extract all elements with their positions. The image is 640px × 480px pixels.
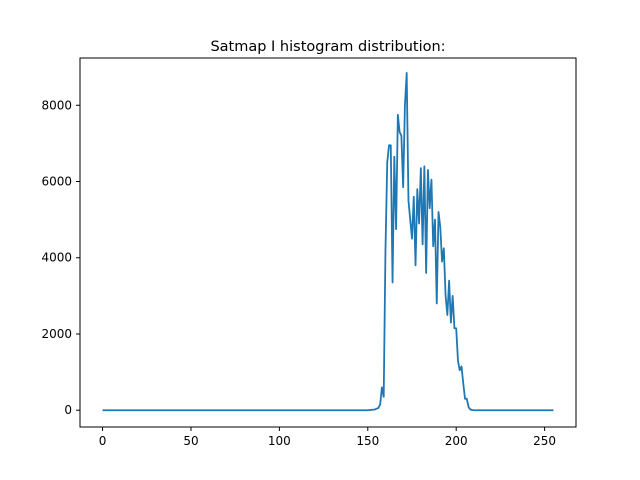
series-line-0	[102, 71, 554, 412]
x-tick-label: 100	[268, 434, 291, 448]
plot-area	[79, 57, 577, 428]
x-axis: 0 50 100 150 200 250	[99, 427, 556, 448]
y-tick-label: 4000	[41, 251, 72, 265]
x-tick-label: 250	[533, 434, 556, 448]
x-tick-label: 50	[183, 434, 198, 448]
x-tick-label: 0	[99, 434, 107, 448]
y-axis: 0 2000 4000 6000 8000	[41, 98, 80, 417]
x-tick-label: 200	[445, 434, 468, 448]
y-tick-label: 0	[64, 403, 72, 417]
chart-title: Satmap I histogram distribution:	[210, 39, 445, 55]
y-tick-label: 2000	[41, 327, 72, 341]
y-tick-label: 8000	[41, 98, 72, 112]
x-tick-label: 150	[356, 434, 379, 448]
y-tick-label: 6000	[41, 175, 72, 189]
plot-frame	[79, 57, 577, 428]
